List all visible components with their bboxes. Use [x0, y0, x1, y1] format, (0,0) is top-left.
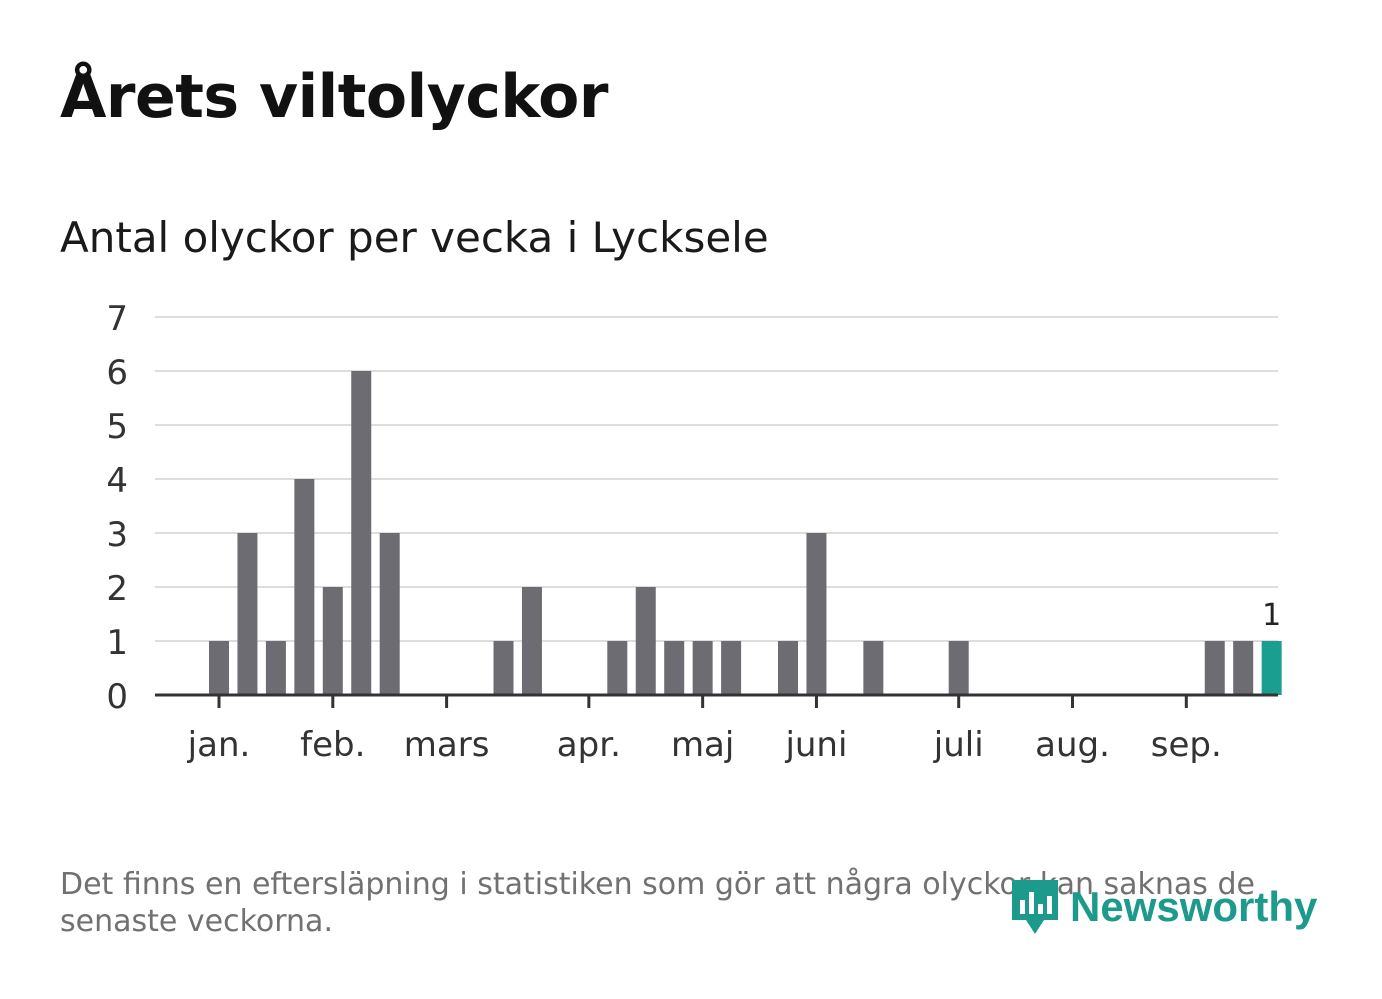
newsworthy-logo: Newsworthy: [1010, 876, 1317, 938]
bars: [209, 371, 1282, 695]
x-tick-label: juni: [784, 725, 847, 765]
x-tick-label: mars: [404, 725, 490, 765]
bar-value-label: 1: [1262, 598, 1281, 633]
y-tick-label: 1: [106, 623, 128, 663]
bar: [778, 641, 798, 695]
x-tick-label: apr.: [557, 725, 621, 765]
x-tick-label: maj: [671, 725, 734, 765]
bar: [1233, 641, 1254, 695]
bar: [351, 371, 372, 695]
bar: [863, 641, 884, 695]
x-tick-label: juli: [933, 725, 984, 765]
bar: [607, 641, 628, 695]
y-tick-label: 3: [106, 515, 128, 555]
bar: [294, 479, 315, 695]
logo-text: Newsworthy: [1070, 883, 1318, 930]
bar: [1204, 641, 1225, 695]
y-tick-label: 5: [106, 407, 128, 447]
bar: [493, 641, 514, 695]
x-tick-label: jan.: [187, 725, 251, 765]
bar: [379, 533, 400, 695]
x-axis: jan. feb. mars apr. maj juni juli aug. sep.: [155, 693, 1278, 765]
bar: [692, 641, 713, 695]
bar: [209, 641, 229, 695]
x-tick-label: aug.: [1035, 725, 1110, 765]
bar: [237, 533, 258, 695]
bar: [721, 641, 742, 695]
y-tick-label: 7: [106, 299, 128, 339]
newsworthy-chart-icon: [1012, 880, 1058, 934]
bar: [322, 587, 343, 695]
x-tick-label: sep.: [1151, 725, 1222, 765]
y-tick-label: 2: [106, 569, 128, 609]
bar-latest-week: [1261, 641, 1282, 695]
chart-title: Årets viltolyckor: [60, 62, 609, 132]
bar: [806, 533, 827, 695]
bar: [521, 587, 542, 695]
y-axis-ticks: 0 1 2 3 4 5 6 7: [106, 299, 128, 717]
bar: [664, 641, 685, 695]
y-tick-label: 4: [106, 461, 128, 501]
y-tick-label: 6: [106, 353, 128, 393]
y-tick-label: 0: [106, 677, 128, 717]
bar: [635, 587, 656, 695]
chart-subtitle: Antal olyckor per vecka i Lycksele: [60, 213, 769, 262]
bar: [265, 641, 286, 695]
x-tick-label: feb.: [300, 725, 365, 765]
value-labels: 1: [1262, 598, 1281, 633]
bar: [948, 641, 969, 695]
